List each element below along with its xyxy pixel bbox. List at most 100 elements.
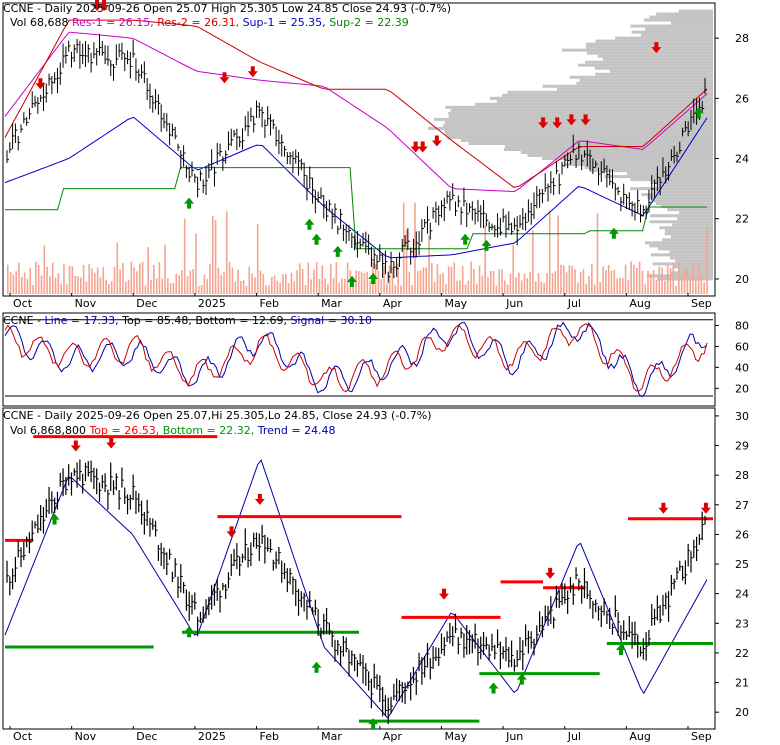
volume-bar [284,274,287,294]
volume-bar [40,275,43,294]
price-x-axis: Oct Nov Dec 2025 Feb Mar Apr May Jun Jul Aug Sep [9,293,712,310]
volume-bar [18,262,20,294]
profile-bar [644,241,713,245]
y-tick-label: 24 [735,153,749,166]
volume-bar [526,278,529,294]
volume-bar [355,270,357,294]
oscillator-panel-frame [2,312,716,407]
volume-bar [43,245,46,294]
profile-bar [669,250,713,254]
volume-bar [644,284,647,294]
buy-arrow-icon [304,218,315,230]
volume-bar [65,284,68,294]
y-tick-label: 22 [735,647,749,660]
y-tick-label: 20 [735,273,749,286]
profile-bar [604,175,713,179]
y-tick-label: 26 [735,92,749,105]
volume-bar [296,270,298,294]
x-tick-label: Sep [691,730,712,743]
volume-bar [310,279,312,294]
profile-bar [564,163,713,167]
volume-bar [245,285,248,294]
volume-bar [262,274,265,294]
profile-bar [609,69,713,73]
profile-bar [444,120,713,124]
profile-bar [671,271,713,275]
y-tick-label: 24 [735,588,749,601]
profile-bar [579,78,713,82]
volume-bar [633,264,635,294]
profile-bar [630,24,713,28]
volume-bar [276,281,279,294]
volume-bar [9,271,12,294]
volume-bar [169,283,172,294]
volume-bar [203,274,206,294]
volume-bar [124,281,127,294]
volume-bar [26,278,29,294]
volume-bar [551,273,554,294]
profile-bar [650,214,713,218]
volume-bar [214,220,217,294]
volume-bar [195,233,197,294]
buy-arrow-icon [608,227,619,239]
profile-bar [630,178,713,182]
profile-bar [649,220,713,224]
volume-bar [217,267,220,294]
volume-bar [63,263,65,294]
osc-ticker: CCNE [3,314,34,327]
volume-bar [582,269,585,294]
profile-bar [468,141,713,145]
volume-bar [506,284,509,294]
volume-bar [683,270,686,294]
volume-bar [138,263,141,294]
volume-bar [383,265,385,294]
buy-arrow-icon [49,513,60,525]
volume-bar [80,277,82,294]
volume-bar [607,264,610,294]
x-tick-label: Mar [321,730,342,743]
volume-bar [593,284,596,294]
volume-bar [251,273,253,294]
volume-bar [265,285,267,294]
profile-bar [443,123,713,127]
profile-bar [659,226,713,230]
volume-bar [91,268,93,294]
x-tick-label: Feb [260,297,279,310]
volume-bar [498,269,500,294]
profile-bar [542,157,713,161]
sell-arrow-icon [226,526,237,538]
buy-arrow-icon [368,272,379,284]
volume-bar [273,275,276,294]
profile-bar [631,30,713,34]
y-tick-label: 22 [735,213,749,226]
volume-bar [192,268,194,294]
volume-bar [658,266,661,294]
volume-bar [419,270,422,294]
volume-bar [464,284,467,294]
volume-bar [49,276,51,294]
volume-bar [501,269,503,294]
volume-bar [88,264,91,294]
volume-bar [167,278,169,294]
volume-bar [293,281,296,294]
profile-bar [670,21,713,25]
volume-bar [23,272,26,294]
volume-bar [520,280,523,294]
osc-top-label: Top = 85.48, [121,314,192,327]
volume-bar [226,211,228,294]
volume-bar [358,270,360,294]
sup2-label: Sup-2 = 22.39 [329,16,409,29]
volume-bar [259,270,262,294]
trend-header-quote: - Daily 2025-09-26 Open 25.07,Hi 25.305,… [34,409,432,422]
volume-bar [568,265,571,294]
volume-bar [416,271,419,294]
volume-bar [369,280,371,294]
y-tick-label: 26 [735,528,749,541]
sell-arrow-icon [431,135,442,147]
volume-bar [650,274,652,294]
volume-bar [242,280,245,294]
x-tick-label: Mar [321,297,342,310]
volume-bar [610,270,613,294]
volume-label: Vol 68,688 [10,16,68,29]
volume-bar [605,270,607,294]
